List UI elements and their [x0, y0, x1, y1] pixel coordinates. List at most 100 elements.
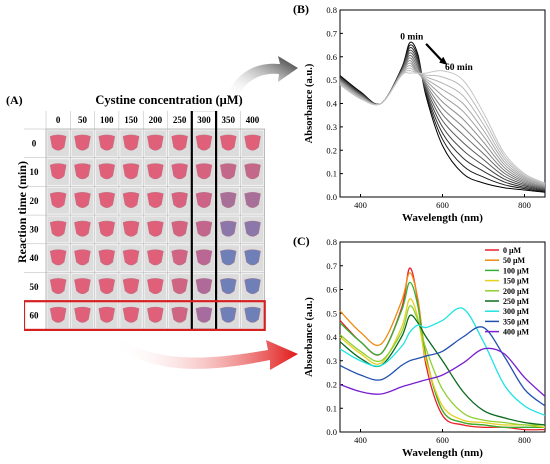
tube — [49, 163, 67, 180]
tube — [122, 163, 140, 180]
tube — [220, 306, 237, 323]
column-label: 100 — [100, 115, 114, 125]
y-tick-label: 0.5 — [326, 308, 337, 318]
y-tick-label: 0.1 — [326, 169, 337, 179]
tube — [220, 220, 237, 237]
tube — [49, 306, 67, 323]
annotation-end: 60 min — [445, 63, 473, 73]
tube — [74, 220, 91, 237]
grid-title: Cystine concentration (μM) — [95, 93, 243, 107]
tube — [195, 163, 213, 180]
tube — [147, 163, 164, 180]
tube — [74, 306, 91, 323]
x-tick-label: 600 — [436, 435, 449, 445]
column-label: 50 — [78, 115, 88, 125]
red-arrow — [114, 338, 298, 370]
tube — [171, 220, 188, 237]
legend-label: 100 μM — [503, 266, 530, 275]
column-label: 400 — [246, 115, 260, 125]
panel-a-label: (A) — [6, 93, 23, 107]
tube — [147, 278, 164, 295]
tube — [147, 249, 164, 266]
y-tick-label: 0.1 — [326, 403, 337, 413]
chart-c-concentration-spectra: 400 600 800 0.0 0.1 0.2 0.3 0.4 0.5 0.6 0.7 0.8 Wave… — [304, 237, 546, 459]
series-line-b — [339, 62, 546, 187]
y-axis-label: Absorbance (a.u.) — [304, 63, 315, 143]
y-tick-label: 0.2 — [326, 380, 337, 390]
y-tick-label: 0.6 — [326, 285, 337, 295]
annotation-arrow-head — [439, 56, 448, 65]
tube — [122, 278, 140, 295]
tube — [122, 306, 140, 323]
tube — [74, 249, 91, 266]
x-tick-label: 800 — [518, 200, 531, 210]
series-line-c — [339, 298, 546, 428]
tube — [171, 134, 188, 151]
y-tick-label: 0.6 — [326, 52, 337, 62]
column-label: 0 — [56, 115, 61, 125]
black-arrow — [228, 56, 298, 96]
tube — [171, 249, 188, 266]
tube — [49, 278, 67, 295]
tube — [147, 306, 164, 323]
tube — [147, 192, 164, 208]
tube — [244, 220, 261, 237]
tube — [244, 134, 261, 151]
tube — [49, 192, 67, 208]
panel-c-label: (C) — [293, 234, 310, 248]
legend-label: 250 μM — [503, 297, 530, 306]
tube — [244, 163, 261, 180]
tube — [195, 220, 213, 237]
column-label: 250 — [173, 115, 187, 125]
column-label: 350 — [222, 115, 236, 125]
row-label: 50 — [30, 282, 40, 292]
tube — [244, 249, 261, 266]
tube-photo-grid: 0 50 100 150 200 250 300 350 400 0 10 20 30 40 50 60 — [24, 111, 266, 331]
column-label: 150 — [124, 115, 138, 125]
series-line-c — [339, 326, 546, 407]
x-tick-label: 400 — [354, 200, 367, 210]
row-label: 60 — [30, 311, 40, 321]
y-tick-label: 0.4 — [326, 99, 337, 109]
row-label: 0 — [32, 138, 37, 148]
tube — [98, 134, 115, 151]
tube — [122, 134, 140, 151]
tube — [98, 306, 115, 323]
tube — [244, 192, 261, 208]
tube — [49, 220, 67, 237]
tube — [147, 134, 164, 151]
x-axis-label: Wavelength (nm) — [402, 447, 483, 459]
tube — [195, 278, 213, 295]
tube — [195, 249, 213, 266]
annotation-arrow-shaft — [425, 43, 444, 63]
row-label: 20 — [30, 196, 40, 206]
y-tick-label: 0.3 — [326, 356, 337, 366]
tube — [49, 134, 67, 151]
legend-label: 350 μM — [503, 317, 530, 326]
legend-label: 400 μM — [503, 328, 530, 337]
tube — [171, 192, 188, 208]
tube — [195, 134, 213, 151]
row-label: 40 — [30, 253, 40, 263]
column-label: 300 — [197, 115, 211, 125]
tube — [122, 249, 140, 266]
y-tick-label: 0.7 — [326, 28, 337, 38]
legend-label: 300 μM — [503, 307, 530, 316]
tube — [147, 220, 164, 237]
tube — [98, 278, 115, 295]
tube — [98, 192, 115, 208]
tube — [220, 192, 237, 208]
y-tick-label: 0.0 — [326, 192, 337, 202]
y-tick-label: 0.8 — [326, 5, 337, 15]
tube — [98, 220, 115, 237]
legend-label: 0 μM — [503, 246, 522, 255]
chart-b-time-spectra: 400 600 800 0.0 0.1 0.2 0.3 0.4 0.5 0.6 0.7 0.8 Wave… — [304, 5, 546, 224]
tube — [122, 192, 140, 208]
legend-label: 200 μM — [503, 287, 530, 296]
tube — [220, 134, 237, 151]
tube — [98, 163, 115, 180]
tube — [74, 163, 91, 180]
y-axis-label: Absorbance (a.u.) — [304, 297, 315, 377]
series-line-c — [339, 307, 546, 416]
y-tick-label: 0.7 — [326, 261, 337, 271]
